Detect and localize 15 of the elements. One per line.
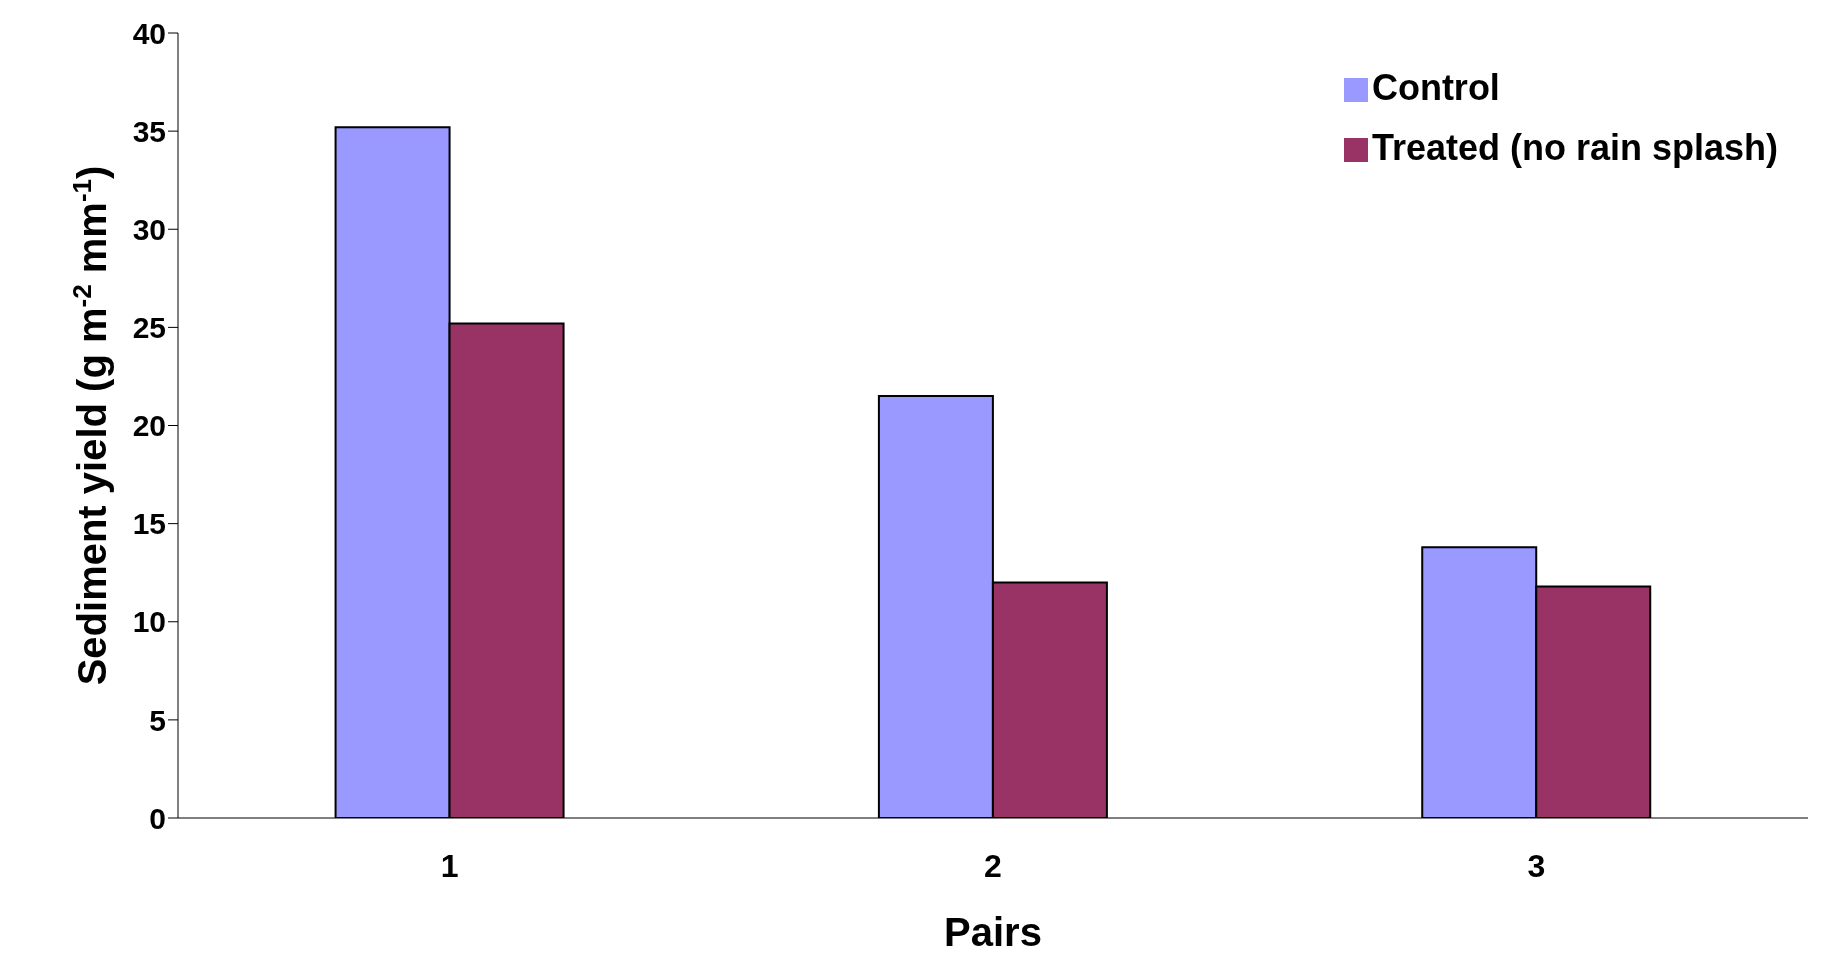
y-tick-label: 20: [132, 409, 166, 443]
x-axis-title: Pairs: [944, 910, 1042, 955]
y-tick-label: 10: [132, 605, 166, 639]
x-tick-label: 3: [1527, 847, 1546, 884]
y-tick-label: 25: [132, 311, 166, 345]
legend-label: Treated (no rain splash): [1371, 127, 1778, 168]
y-tick-label: 5: [149, 703, 166, 737]
x-tick-label: 2: [984, 847, 1002, 884]
y-tick-label: 40: [132, 16, 166, 50]
y-tick-label: 35: [132, 114, 166, 148]
y-tick-label: 0: [149, 801, 166, 835]
y-tick-label: 15: [132, 507, 166, 541]
y-tick-label: 30: [132, 212, 166, 246]
x-tick-label: 1: [440, 847, 459, 884]
legend-label: Control: [1371, 67, 1500, 108]
